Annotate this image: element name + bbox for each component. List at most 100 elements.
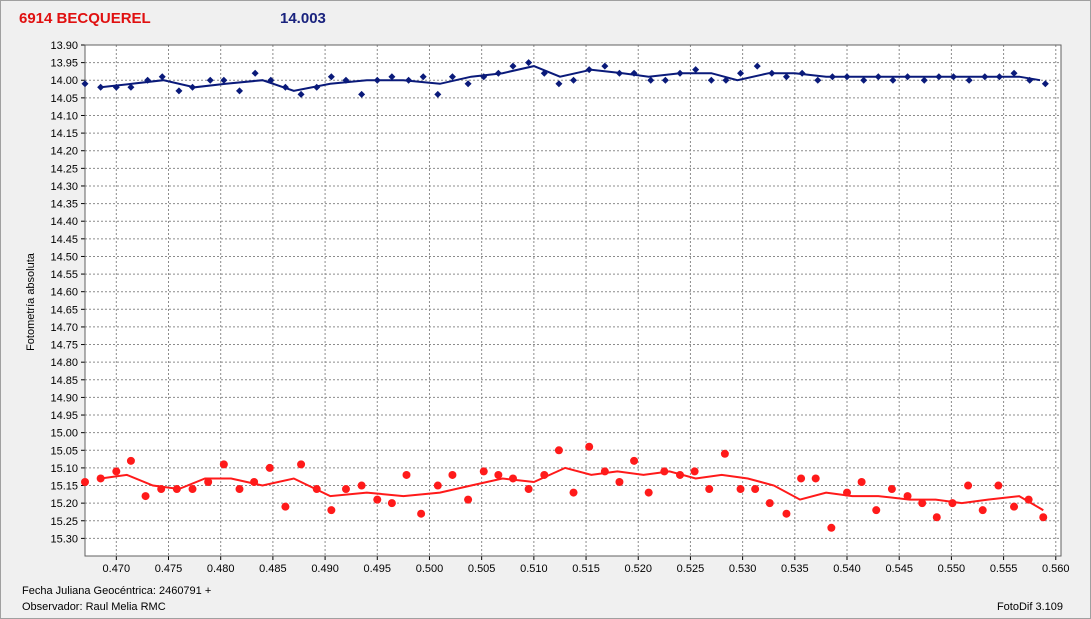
target-point	[797, 474, 806, 483]
comparison-point	[904, 73, 912, 81]
chart-title: 6914 BECQUEREL	[19, 10, 151, 27]
target-point	[188, 485, 197, 494]
comparison-point	[358, 90, 366, 98]
x-tick-label: 0.550	[938, 563, 966, 575]
comparison-point	[814, 76, 822, 84]
target-point	[843, 488, 852, 497]
comparison-point	[509, 62, 517, 70]
software-label: FotoDif 3.109	[996, 601, 1063, 613]
target-point	[327, 506, 336, 515]
y-tick-label: 14.10	[50, 110, 78, 122]
y-tick-label: 14.45	[50, 234, 78, 246]
target-point	[141, 492, 150, 501]
target-point	[172, 485, 181, 494]
target-point	[540, 470, 549, 479]
target-point	[827, 523, 836, 532]
comparison-point	[297, 90, 305, 98]
comparison-point	[206, 76, 214, 84]
y-tick-label: 14.60	[50, 287, 78, 299]
target-point	[312, 485, 321, 494]
target-point	[112, 467, 121, 476]
comparison-point	[494, 69, 502, 77]
target-point	[417, 509, 426, 518]
x-tick-label: 0.535	[781, 563, 809, 575]
target-point	[585, 442, 594, 451]
comparison-point	[267, 76, 275, 84]
target-point	[402, 470, 411, 479]
target-point	[705, 485, 714, 494]
target-point	[948, 499, 957, 508]
y-tick-label: 14.80	[50, 357, 78, 369]
comparison-point	[935, 73, 943, 81]
comparison-point	[860, 76, 868, 84]
comparison-point	[753, 62, 761, 70]
target-point	[479, 467, 488, 476]
y-tick-label: 15.00	[50, 428, 78, 440]
y-tick-label: 15.30	[50, 533, 78, 545]
y-tick-label: 14.85	[50, 375, 78, 387]
comparison-point	[281, 83, 289, 91]
comparison-point	[601, 62, 609, 70]
comparison-point	[889, 76, 897, 84]
target-point	[204, 477, 213, 486]
jd-label: Fecha Juliana Geocéntrica: 2460791 +	[22, 585, 212, 597]
target-point	[508, 474, 517, 483]
comparison-point	[525, 59, 533, 67]
y-tick-label: 15.15	[50, 481, 78, 493]
target-point	[387, 499, 396, 508]
y-tick-label: 14.50	[50, 251, 78, 263]
comparison-point	[158, 73, 166, 81]
target-point	[978, 506, 987, 515]
target-point	[357, 481, 366, 490]
target-point	[690, 467, 699, 476]
comparison-point	[1026, 76, 1034, 84]
target-point	[782, 509, 791, 518]
target-point	[81, 477, 89, 486]
comparison-point	[722, 76, 730, 84]
comparison-point	[995, 73, 1003, 81]
comparison-point	[127, 83, 135, 91]
y-tick-label: 14.25	[50, 163, 78, 175]
target-point	[219, 460, 228, 469]
y-tick-label: 14.35	[50, 199, 78, 211]
comparison-point	[676, 69, 684, 77]
comparison-point	[949, 73, 957, 81]
y-tick-label: 15.05	[50, 445, 78, 457]
comparison-point	[97, 83, 105, 91]
y-tick-label: 15.10	[50, 463, 78, 475]
x-tick-label: 0.490	[311, 563, 339, 575]
comparison-point	[373, 76, 381, 84]
comparison-point	[144, 76, 152, 84]
comparison-point	[798, 69, 806, 77]
x-tick-label: 0.515	[572, 563, 600, 575]
comparison-point	[661, 76, 669, 84]
y-tick-label: 13.90	[50, 40, 78, 52]
x-tick-label: 0.480	[207, 563, 235, 575]
x-tick-label: 0.475	[155, 563, 183, 575]
target-point	[675, 470, 684, 479]
target-point	[281, 502, 290, 511]
target-point	[736, 485, 745, 494]
comparison-point	[555, 80, 563, 88]
target-point	[554, 446, 563, 455]
target-point	[433, 481, 442, 490]
target-point	[644, 488, 653, 497]
target-point	[1010, 502, 1019, 511]
comparison-point	[235, 87, 243, 95]
comparison-point	[81, 80, 89, 88]
target-point	[464, 495, 473, 504]
y-tick-label: 14.00	[50, 75, 78, 87]
comparison-point	[1041, 80, 1049, 88]
comparison-point	[220, 76, 228, 84]
x-tick-label: 0.555	[990, 563, 1018, 575]
x-tick-label: 0.510	[520, 563, 548, 575]
y-tick-label: 14.70	[50, 322, 78, 334]
target-point	[96, 474, 105, 483]
y-tick-label: 14.75	[50, 340, 78, 352]
y-tick-label: 14.40	[50, 216, 78, 228]
target-point	[235, 485, 244, 494]
comparison-point	[1010, 69, 1018, 77]
plot-border	[84, 44, 1062, 557]
comparison-point	[570, 76, 578, 84]
comparison-point	[540, 69, 548, 77]
